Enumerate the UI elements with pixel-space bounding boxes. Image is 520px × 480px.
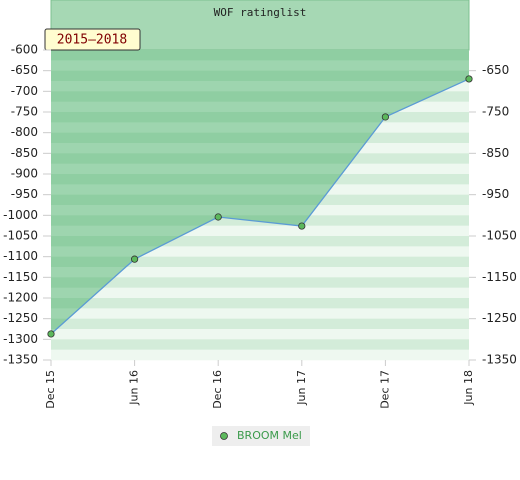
stripe <box>51 308 469 319</box>
stripe <box>51 298 469 309</box>
y-tick-label: -800 <box>11 125 38 139</box>
stripe <box>51 60 469 71</box>
y2-tick-label: -1150 <box>482 270 517 284</box>
y-tick-label: -700 <box>11 84 38 98</box>
stripe <box>51 246 469 257</box>
y2-tick-label: -750 <box>482 105 509 119</box>
stripe <box>51 267 469 278</box>
stripe <box>51 205 469 216</box>
data-point <box>214 213 222 221</box>
stripe <box>51 184 469 195</box>
x-tick-label: Dec 15 <box>44 370 57 409</box>
y2-tick-label: -1050 <box>482 229 517 243</box>
x-tick-label: Jun 18 <box>462 370 475 406</box>
chart-title: WOF ratinglist <box>214 6 307 19</box>
y2-tick-label: -650 <box>482 63 509 77</box>
data-point <box>47 330 55 338</box>
plot-area <box>51 50 469 361</box>
y-tick-label: -850 <box>11 146 38 160</box>
stripe <box>51 91 469 102</box>
y-tick-label: -650 <box>11 63 38 77</box>
y-tick-label: -750 <box>11 105 38 119</box>
y-tick-label: -1050 <box>3 229 38 243</box>
stripe <box>51 132 469 144</box>
annotation: 2015–2018 <box>57 33 127 48</box>
stripe <box>51 153 469 164</box>
stripe <box>51 349 469 361</box>
y2-tick-label: -1350 <box>482 353 517 367</box>
legend <box>212 426 310 446</box>
stripe <box>51 236 469 247</box>
x-tick-label: Dec 16 <box>211 370 224 409</box>
stripe <box>51 339 469 350</box>
data-point <box>298 222 306 230</box>
y2-tick-label: -1250 <box>482 311 517 325</box>
y2-tick-label: -850 <box>482 146 509 160</box>
stripe <box>51 329 469 340</box>
data-point <box>131 255 139 263</box>
y-tick-label: -600 <box>11 43 38 57</box>
x-tick-label: Jun 17 <box>295 370 308 406</box>
stripe <box>51 225 469 237</box>
y-tick-label: -1300 <box>3 332 38 346</box>
data-point <box>465 75 473 83</box>
stripe <box>51 194 469 206</box>
stripe <box>51 256 469 268</box>
y-tick-label: -1200 <box>3 291 38 305</box>
x-tick-label: Dec 17 <box>378 370 391 409</box>
stripe <box>51 277 469 288</box>
stripe <box>51 101 469 113</box>
y-tick-label: -1100 <box>3 249 38 263</box>
stripe <box>51 122 469 133</box>
stripe <box>51 287 469 299</box>
y-tick-label: -950 <box>11 187 38 201</box>
data-point <box>381 113 389 121</box>
y-tick-label: -1000 <box>3 208 38 222</box>
y-tick-label: -900 <box>11 167 38 181</box>
x-tick-label: Jun 16 <box>128 370 141 406</box>
stripe <box>51 112 469 123</box>
stripe <box>51 318 469 330</box>
y-tick-label: -1250 <box>3 311 38 325</box>
stripe <box>51 215 469 226</box>
stripe <box>51 143 469 154</box>
stripe <box>51 50 469 61</box>
stripe <box>51 174 469 185</box>
y2-tick-label: -950 <box>482 187 509 201</box>
series-line <box>50 78 470 335</box>
stripe <box>51 163 469 175</box>
y-tick-label: -1150 <box>3 270 38 284</box>
legend-marker <box>220 432 228 440</box>
area-fill <box>51 50 469 334</box>
y-tick-label: -1350 <box>3 353 38 367</box>
stripe <box>51 81 469 92</box>
annotation-box <box>44 28 141 51</box>
stripe <box>51 70 469 82</box>
legend-label: BROOM Mel <box>237 429 302 442</box>
